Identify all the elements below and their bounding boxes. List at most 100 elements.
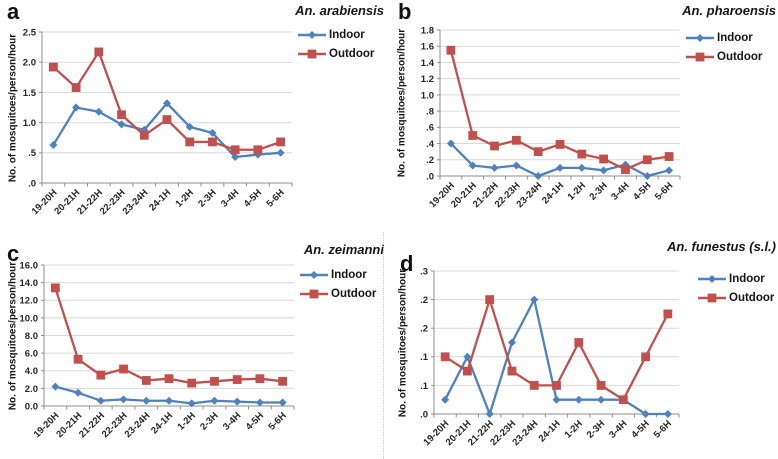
legend-label-outdoor: Outdoor <box>729 291 775 304</box>
outdoor-line-marker-icon <box>298 49 326 58</box>
svg-text:1-2H: 1-2H <box>566 180 588 202</box>
svg-text:.1: .1 <box>420 352 429 363</box>
species-title-c: An. zeimanni <box>303 242 384 257</box>
svg-text:1-2H: 1-2H <box>176 410 198 432</box>
svg-text:10.0: 10.0 <box>20 313 39 324</box>
legend-item-indoor: Indoor <box>297 25 374 44</box>
svg-text:23-24H: 23-24H <box>121 187 151 217</box>
svg-text:8.0: 8.0 <box>25 331 38 342</box>
indoor-line-marker-icon <box>300 270 328 279</box>
svg-text:1-2H: 1-2H <box>174 187 196 209</box>
svg-text:5-6H: 5-6H <box>653 180 675 202</box>
legend-item-indoor: Indoor <box>685 28 762 47</box>
panel-c: c An. zeimanni No. of mosquitoes/person/… <box>0 229 389 459</box>
svg-text:4-5H: 4-5H <box>244 410 266 432</box>
svg-text:.4: .4 <box>426 139 435 150</box>
svg-text:1.4: 1.4 <box>421 58 435 69</box>
svg-text:23-24H: 23-24H <box>123 410 153 440</box>
panel-letter-c: c <box>7 241 20 266</box>
legend-label-indoor: Indoor <box>729 272 765 285</box>
svg-text:4-5H: 4-5H <box>629 418 651 440</box>
svg-text:24-1H: 24-1H <box>147 187 173 213</box>
panel-letter-b: b <box>398 0 412 24</box>
species-title-b: An. pharoensis <box>682 3 776 18</box>
panel-a: a An. arabiensis No. of mosquitoes/perso… <box>0 0 389 230</box>
indoor-line-marker-icon <box>298 30 326 39</box>
svg-text:.3: .3 <box>420 266 428 277</box>
svg-text:3-4H: 3-4H <box>221 410 243 432</box>
legend-item-outdoor: Outdoor <box>697 288 774 307</box>
svg-text:1-2H: 1-2H <box>563 418 585 440</box>
svg-text:3-4H: 3-4H <box>609 180 631 202</box>
svg-text:1.2: 1.2 <box>421 74 434 85</box>
legend-label-indoor: Indoor <box>331 268 367 281</box>
legend-label-indoor: Indoor <box>717 31 753 44</box>
panel-d: d An. funestus (s.l.) No. of mosquitoes/… <box>389 229 778 459</box>
svg-text:.0: .0 <box>426 171 434 182</box>
chart-plot-d: .0.1.1.2.2.319-20H20-21H21-22H22-23H23-2… <box>420 266 680 448</box>
svg-text:24-1H: 24-1H <box>149 410 175 436</box>
species-title-a: An. arabiensis <box>295 3 384 18</box>
svg-text:.0: .0 <box>28 178 36 189</box>
legend-item-indoor: Indoor <box>299 265 376 284</box>
svg-text:.2: .2 <box>420 295 428 306</box>
legend-label-outdoor: Outdoor <box>331 287 377 300</box>
svg-text:5-6H: 5-6H <box>264 187 286 209</box>
svg-text:2-3H: 2-3H <box>585 418 607 440</box>
legend-b: Indoor Outdoor <box>685 28 762 66</box>
indoor-line-marker-icon <box>698 274 726 283</box>
svg-text:16.0: 16.0 <box>20 260 39 271</box>
legend-label-outdoor: Outdoor <box>717 50 763 63</box>
svg-text:.5: .5 <box>28 148 37 159</box>
svg-text:0.0: 0.0 <box>25 401 38 412</box>
svg-text:.1: .1 <box>420 381 429 392</box>
indoor-line-marker-icon <box>686 33 714 42</box>
svg-text:2-3H: 2-3H <box>587 180 609 202</box>
svg-text:5-6H: 5-6H <box>652 418 674 440</box>
panel-b: b An. pharoensis No. of mosquitoes/perso… <box>389 0 778 230</box>
outdoor-line-marker-icon <box>300 289 328 298</box>
svg-text:2.0: 2.0 <box>25 384 38 395</box>
legend-label-indoor: Indoor <box>329 28 365 41</box>
svg-text:6.0: 6.0 <box>25 349 38 360</box>
species-title-d: An. funestus (s.l.) <box>666 239 776 254</box>
svg-text:12.0: 12.0 <box>20 296 39 307</box>
svg-text:4-5H: 4-5H <box>631 180 653 202</box>
legend-item-outdoor: Outdoor <box>685 47 762 66</box>
svg-text:24-1H: 24-1H <box>540 180 566 206</box>
panel-divider <box>383 232 384 459</box>
legend-item-indoor: Indoor <box>697 269 774 288</box>
svg-text:1.0: 1.0 <box>23 118 36 129</box>
legend-c: Indoor Outdoor <box>299 265 376 303</box>
legend-a: Indoor Outdoor <box>297 25 374 63</box>
legend-d: Indoor Outdoor <box>697 269 774 307</box>
svg-text:2-3H: 2-3H <box>198 410 220 432</box>
panel-letter-a: a <box>7 0 20 24</box>
svg-text:1.8: 1.8 <box>421 25 434 36</box>
svg-text:.0: .0 <box>420 409 428 420</box>
svg-text:5-6H: 5-6H <box>266 410 288 432</box>
svg-text:.8: .8 <box>426 107 434 118</box>
svg-text:.6: .6 <box>426 123 434 134</box>
svg-text:4.0: 4.0 <box>25 366 38 377</box>
svg-text:2.0: 2.0 <box>23 58 36 69</box>
legend-item-outdoor: Outdoor <box>297 44 374 63</box>
chart-plot-b: .0.2.4.6.81.01.21.41.61.819-20H20-21H21-… <box>421 25 681 210</box>
chart-plot-c: 0.02.04.06.08.010.012.014.016.019-20H20-… <box>20 260 295 440</box>
outdoor-line-marker-icon <box>686 52 714 61</box>
svg-text:24-1H: 24-1H <box>537 418 563 444</box>
svg-text:2.5: 2.5 <box>23 27 37 38</box>
svg-text:1.5: 1.5 <box>23 88 37 99</box>
svg-text:3-4H: 3-4H <box>219 187 241 209</box>
svg-text:1.0: 1.0 <box>421 90 434 101</box>
chart-plot-a: .0.51.01.52.02.519-20H20-21H21-22H22-23H… <box>23 27 293 217</box>
svg-text:2-3H: 2-3H <box>196 187 218 209</box>
svg-text:.2: .2 <box>420 324 428 335</box>
svg-text:4-5H: 4-5H <box>242 187 264 209</box>
svg-text:1.6: 1.6 <box>421 42 434 53</box>
outdoor-line-marker-icon <box>698 293 726 302</box>
legend-item-outdoor: Outdoor <box>299 284 376 303</box>
svg-text:23-24H: 23-24H <box>511 418 541 448</box>
svg-text:14.0: 14.0 <box>20 278 39 289</box>
svg-text:.2: .2 <box>426 155 434 166</box>
